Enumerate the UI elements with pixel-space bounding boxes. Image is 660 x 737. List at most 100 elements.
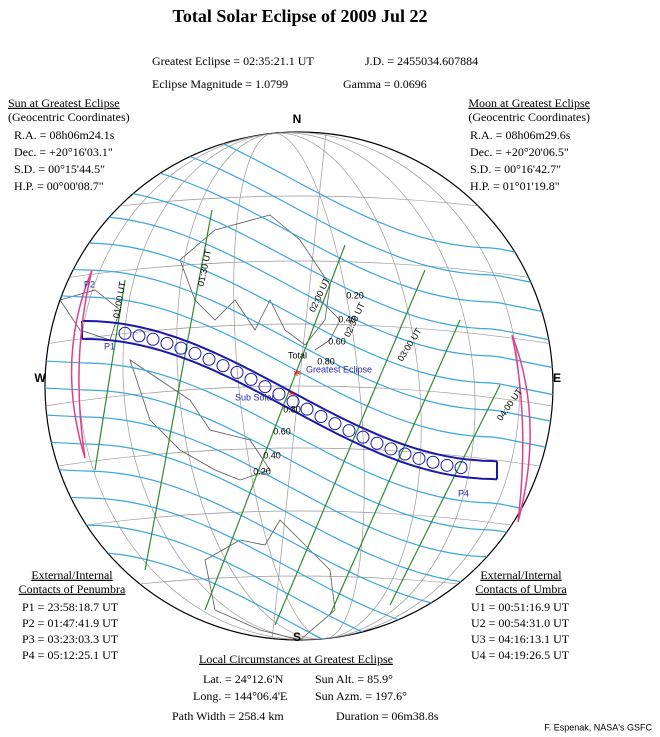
- info-row: S.D. = 00°16'42.7": [470, 162, 561, 176]
- contact-label: P2: [84, 279, 95, 289]
- credit: F. Espenak, NASA's GSFC: [544, 722, 652, 732]
- umbra-circle: [258, 380, 272, 394]
- penumbra-subtitle: Contacts of Penumbra: [19, 582, 126, 596]
- magnitude-label: 0.80: [317, 356, 335, 366]
- umbra-circle: [286, 395, 300, 409]
- sun-subtitle: (Geocentric Coordinates): [8, 110, 130, 124]
- magnitude-curve: [45, 548, 553, 640]
- moon-title: Moon at Greatest Eclipse: [468, 96, 590, 110]
- info-row: P1 = 23:58:18.7 UT: [22, 600, 119, 614]
- local-row: Lat. = 24°12.6'N: [203, 672, 284, 686]
- coastline: [204, 519, 336, 640]
- time-line: [94, 279, 126, 471]
- compass-label: N: [293, 112, 302, 126]
- compass-label: E: [553, 371, 561, 385]
- magnitude-curve: [45, 239, 553, 399]
- contact-label: P4: [458, 488, 469, 498]
- parallel: [45, 447, 553, 469]
- sub-solar-marker: *: [289, 389, 296, 404]
- time-line: [389, 384, 501, 606]
- magnitude-label: 0.20: [346, 290, 364, 300]
- umbra-circle: [188, 346, 202, 360]
- local-row: Sun Alt. = 85.9°: [315, 672, 393, 686]
- umbra-limit: [81, 319, 498, 463]
- umbra-circle: [202, 352, 216, 366]
- magnitude-curve: [45, 132, 553, 264]
- parallel: [45, 385, 553, 407]
- info-row: U4 = 04:19:26.5 UT: [471, 648, 570, 662]
- umbra-circle: [342, 424, 356, 438]
- julian-date: J.D. = 2455034.607884: [365, 54, 478, 68]
- umbra-circle: [356, 430, 370, 444]
- umbra-circle: [230, 365, 244, 379]
- magnitude-curve: [45, 386, 553, 546]
- magnitude-curve: [45, 266, 553, 426]
- magnitude-label: 0.60: [328, 336, 346, 346]
- globe-map: [44, 131, 554, 641]
- coastline: [129, 359, 271, 481]
- greatest-eclipse-marker: *: [293, 368, 301, 385]
- penumbra-limit: [70, 269, 93, 459]
- umbra-circle: [160, 336, 174, 350]
- magnitude-label: 0.40: [338, 314, 356, 324]
- umbra-circle: [328, 417, 342, 431]
- greatest-eclipse: Greatest Eclipse = 02:35:21.1 UT: [152, 54, 314, 68]
- info-row: H.P. = 00°00'08.7": [14, 179, 104, 193]
- map-art: [45, 132, 553, 640]
- umbra-circle: [174, 341, 188, 355]
- umbra-circle: [118, 326, 132, 340]
- local-row: Long. = 144°06.4'E: [193, 689, 287, 703]
- magnitude-label: 0.20: [253, 466, 271, 476]
- local-row: Duration = 06m38.8s: [336, 709, 439, 723]
- time-line: [329, 319, 461, 616]
- umbra-circle: [426, 455, 440, 469]
- umbra-circle: [370, 436, 384, 450]
- magnitude-label: 0.40: [263, 450, 281, 460]
- coastline: [179, 214, 331, 346]
- umbra-title: External/Internal: [480, 568, 562, 582]
- time-line: [204, 244, 346, 611]
- path-label: Sub Solar: [235, 392, 275, 402]
- penumbra-title: External/Internal: [31, 568, 113, 582]
- path-label: Total: [288, 350, 307, 360]
- umbra-circle: [384, 442, 398, 456]
- umbra-circle: [216, 359, 230, 373]
- magnitude-curve: [45, 413, 553, 573]
- magnitude-label: 0.80: [283, 404, 301, 414]
- info-row: R.A. = 08h06m29.6s: [470, 128, 571, 142]
- title: Total Solar Eclipse of 2009 Jul 22: [172, 6, 427, 26]
- compass-label: W: [34, 371, 46, 385]
- compass-label: S: [293, 630, 301, 644]
- info-row: P3 = 03:23:03.3 UT: [22, 632, 119, 646]
- parallel: [45, 510, 553, 532]
- gamma: Gamma = 0.0696: [343, 77, 427, 91]
- coastline: [314, 299, 341, 351]
- local-row: Path Width = 258.4 km: [172, 709, 284, 723]
- umbra-circle: [454, 461, 468, 475]
- umbra-circle: [314, 409, 328, 423]
- penumbra-limit: [511, 334, 531, 523]
- info-row: R.A. = 08h06m24.1s: [14, 128, 115, 142]
- local-row: Sun Azm. = 197.6°: [315, 689, 407, 703]
- magnitude-curve: [45, 293, 553, 453]
- umbra-limit: [81, 337, 498, 481]
- umbra-circle: [412, 451, 426, 465]
- magnitude: Eclipse Magnitude = 1.0799: [152, 77, 288, 91]
- info-row: P2 = 01:47:41.9 UT: [22, 616, 119, 630]
- umbra-circle: [244, 372, 258, 386]
- time-line: [274, 269, 426, 626]
- info-row: Dec. = +20°20'06.5": [470, 145, 569, 159]
- umbra-circle: [440, 458, 454, 472]
- umbra-circle: [146, 332, 160, 346]
- magnitude-label: 0.60: [273, 426, 291, 436]
- umbra-circle: [398, 447, 412, 461]
- parallel: [45, 323, 553, 345]
- contact-label: P1: [104, 341, 115, 351]
- info-row: Dec. = +20°16'03.1": [14, 145, 113, 159]
- sun-title: Sun at Greatest Eclipse: [8, 96, 120, 110]
- magnitude-curve: [45, 359, 553, 519]
- info-row: U3 = 04:16:13.1 UT: [471, 632, 570, 646]
- umbra-circle: [272, 387, 286, 401]
- magnitude-curve: [45, 212, 553, 372]
